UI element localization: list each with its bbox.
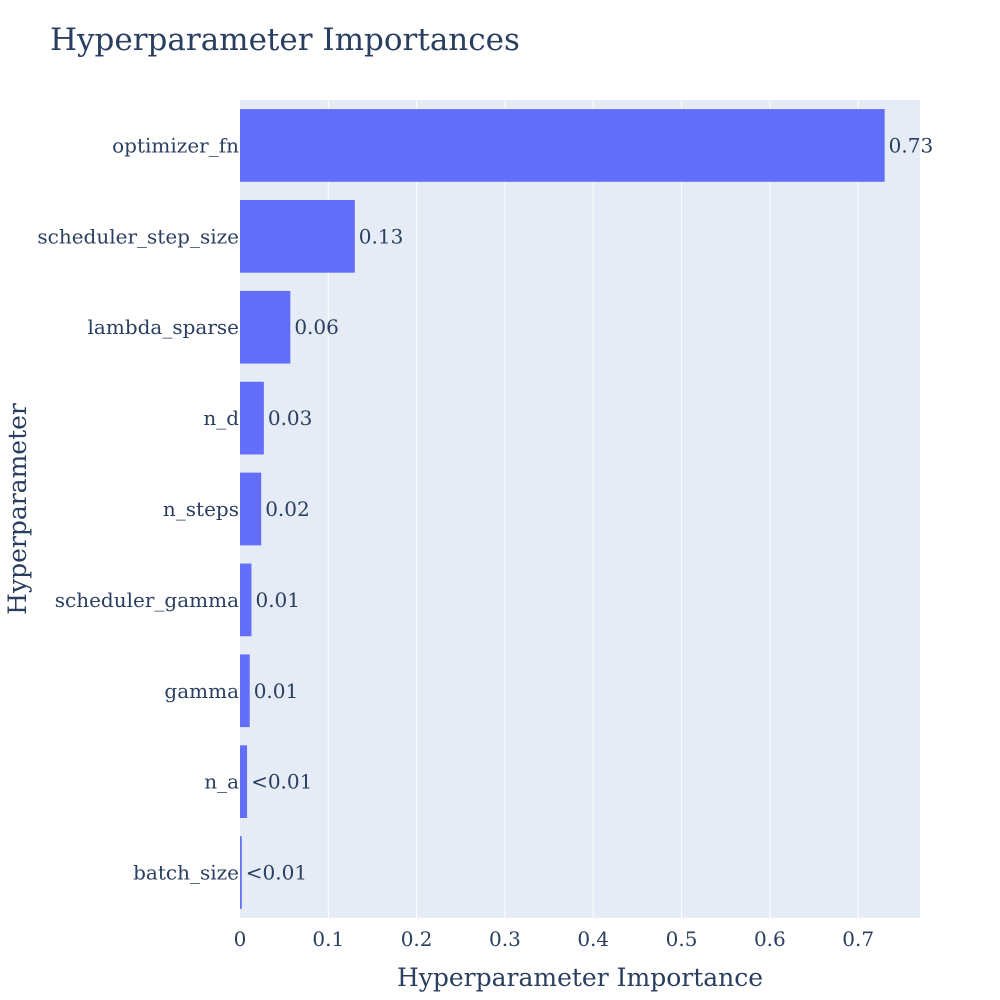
y-tick-label: optimizer_fn: [112, 133, 239, 157]
x-tick-label: 0.4: [577, 927, 609, 951]
y-tick-label: gamma: [164, 679, 239, 703]
data-labels: 0.73 0.13 0.06 0.03 0.02 0.01 0.01 <0.01 <0.01: [246, 133, 933, 884]
x-tick-label: 0.1: [312, 927, 344, 951]
y-tick-label: lambda_sparse: [88, 315, 239, 339]
bar-optimizer_fn: [240, 109, 885, 182]
bar-scheduler_gamma: [240, 563, 252, 637]
x-tick-label: 0.7: [842, 927, 874, 951]
x-tick-label: 0.2: [401, 927, 433, 951]
y-tick-label: scheduler_step_size: [37, 224, 239, 248]
y-tick-label: n_d: [203, 406, 239, 430]
x-axis-title: Hyperparameter Importance: [397, 963, 763, 992]
data-label: 0.01: [254, 679, 299, 703]
data-label: 0.01: [255, 588, 300, 612]
bar-lambda_sparse: [240, 290, 291, 364]
bar-n_d: [240, 381, 264, 455]
data-label: 0.06: [294, 315, 339, 339]
data-label: 0.03: [268, 406, 313, 430]
data-label: <0.01: [246, 861, 307, 885]
x-tick-label: 0.5: [666, 927, 698, 951]
bar-n_a: [240, 745, 248, 819]
y-tick-label: batch_size: [133, 861, 239, 885]
x-tick-label: 0.6: [754, 927, 786, 951]
chart-title: Hyperparameter Importances: [50, 22, 520, 58]
bar-batch_size: [240, 836, 242, 909]
data-label: <0.01: [251, 770, 312, 794]
x-tick-label: 0.3: [489, 927, 521, 951]
y-tick-label: scheduler_gamma: [55, 588, 239, 612]
bar-scheduler_step_size: [240, 199, 355, 273]
data-label: 0.73: [889, 133, 934, 157]
bar-gamma: [240, 654, 250, 728]
y-tick-label: n_steps: [163, 497, 239, 521]
y-tick-labels: optimizer_fn scheduler_step_size lambda_sp…: [37, 133, 239, 884]
bar-n_steps: [240, 472, 262, 546]
x-tick-label: 0: [234, 927, 247, 951]
y-axis-title: Hyperparameter: [3, 403, 32, 615]
y-tick-label: n_a: [204, 770, 239, 794]
data-label: 0.02: [265, 497, 310, 521]
data-label: 0.13: [359, 224, 404, 248]
x-tick-labels: 0 0.1 0.2 0.3 0.4 0.5 0.6 0.7: [234, 927, 874, 951]
bars: [240, 109, 885, 909]
